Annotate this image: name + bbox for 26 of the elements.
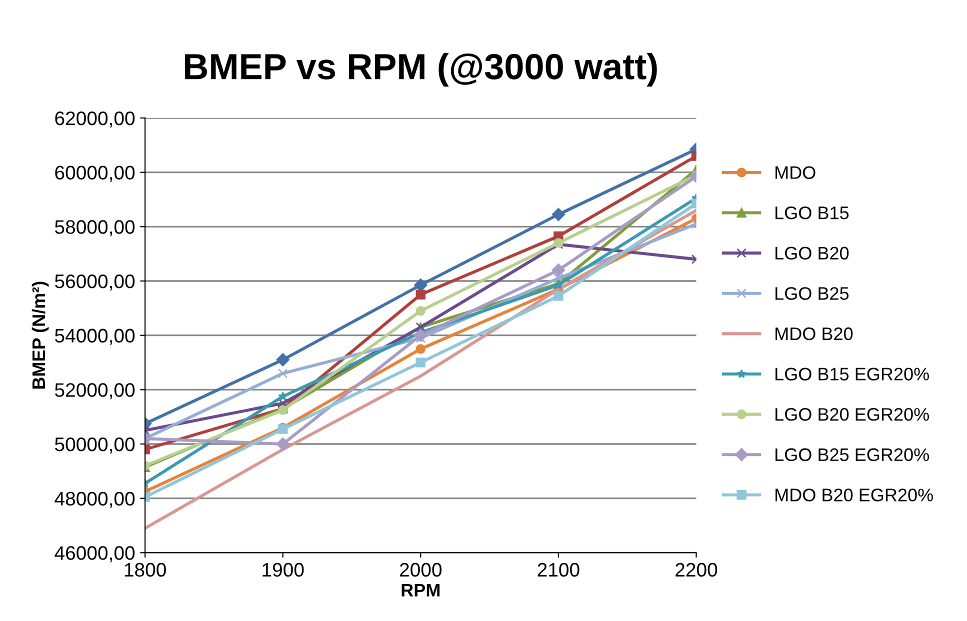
legend-label: MDO B20 EGR20%	[776, 488, 933, 502]
legend-label: MDO B20	[776, 327, 853, 340]
x-tick-label: 2000	[400, 562, 442, 577]
x-tick-label: 2100	[538, 562, 580, 577]
x-tick-label: 2200	[676, 562, 718, 577]
legend-label: LGO B25	[776, 287, 849, 300]
legend-label: LGO B25 EGR20%	[776, 448, 929, 462]
legend-label: MDO	[776, 166, 816, 179]
y-axis-title: BMEP (N/m²)	[32, 282, 49, 389]
x-tick-label: 1800	[124, 562, 166, 577]
x-axis-title: RPM	[402, 584, 440, 596]
x-tick-label: 1900	[262, 562, 304, 577]
y-tick-label: 62000,00	[55, 111, 135, 128]
legend-label: LGO B15	[776, 206, 849, 220]
legend-label: LGO B20 EGR20%	[776, 408, 929, 421]
y-tick-label: 54000,00	[55, 328, 135, 345]
y-tick-label: 48000,00	[54, 492, 135, 508]
legend-label: LGO B20	[776, 246, 849, 260]
y-tick-label: 46000,00	[54, 546, 135, 562]
y-tick-label: 60000,00	[55, 166, 135, 182]
y-tick-label: 52000,00	[55, 383, 135, 400]
y-tick-label: 56000,00	[55, 274, 135, 291]
legend-label: LGO B15 EGR20%	[776, 368, 929, 380]
y-tick-label: 58000,00	[55, 220, 135, 236]
y-tick-label: 50000,00	[55, 437, 135, 454]
chart-title: BMEP vs RPM (@3000 watt)	[185, 52, 657, 87]
